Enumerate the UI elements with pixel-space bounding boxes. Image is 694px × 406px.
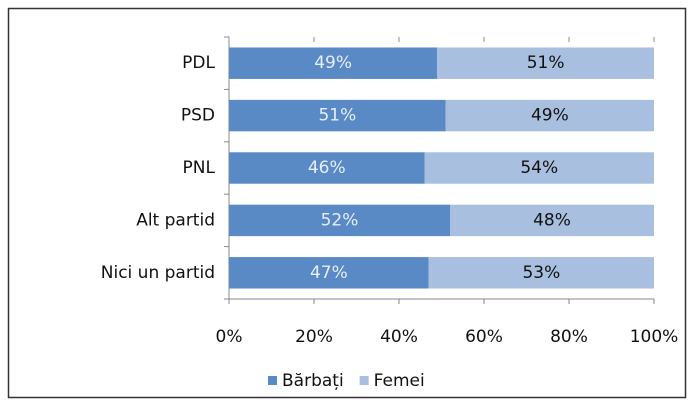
y-tick-label: Alt partid xyxy=(136,210,215,230)
bar-segment xyxy=(229,204,450,237)
bar-segment xyxy=(229,99,446,132)
data-label: 52% xyxy=(321,210,359,230)
legend-swatch xyxy=(359,376,369,385)
data-label: 46% xyxy=(308,158,346,178)
x-tick-label: 0% xyxy=(216,327,243,347)
data-label: 49% xyxy=(314,53,352,73)
bar-segment xyxy=(424,152,654,184)
data-label: 54% xyxy=(520,158,558,178)
legend-label: Bărbați xyxy=(282,371,344,391)
y-tick-label: PDL xyxy=(182,53,215,73)
y-tick-label: PSD xyxy=(181,106,215,126)
x-tick-label: 100% xyxy=(630,327,679,347)
x-tick-label: 40% xyxy=(380,327,418,347)
bar-segment xyxy=(428,257,654,289)
data-label: 49% xyxy=(531,106,569,126)
bar-segment xyxy=(437,47,654,79)
bar-segment xyxy=(445,99,654,132)
y-tick-label: Nici un partid xyxy=(101,263,215,283)
data-label: 51% xyxy=(318,106,356,126)
bar-segment xyxy=(229,47,438,79)
bar-segment xyxy=(450,204,654,237)
legend-swatch xyxy=(268,376,277,385)
x-tick-label: 60% xyxy=(465,327,503,347)
data-label: 53% xyxy=(522,263,560,283)
y-tick-label: PNL xyxy=(183,158,216,178)
data-label: 47% xyxy=(310,263,348,283)
x-tick-label: 20% xyxy=(295,327,333,347)
data-label: 48% xyxy=(533,210,571,230)
data-label: 51% xyxy=(527,53,565,73)
bar-segment xyxy=(229,152,425,184)
bar-segment xyxy=(229,257,429,289)
x-tick-label: 80% xyxy=(550,327,588,347)
legend-label: Femei xyxy=(374,371,425,391)
